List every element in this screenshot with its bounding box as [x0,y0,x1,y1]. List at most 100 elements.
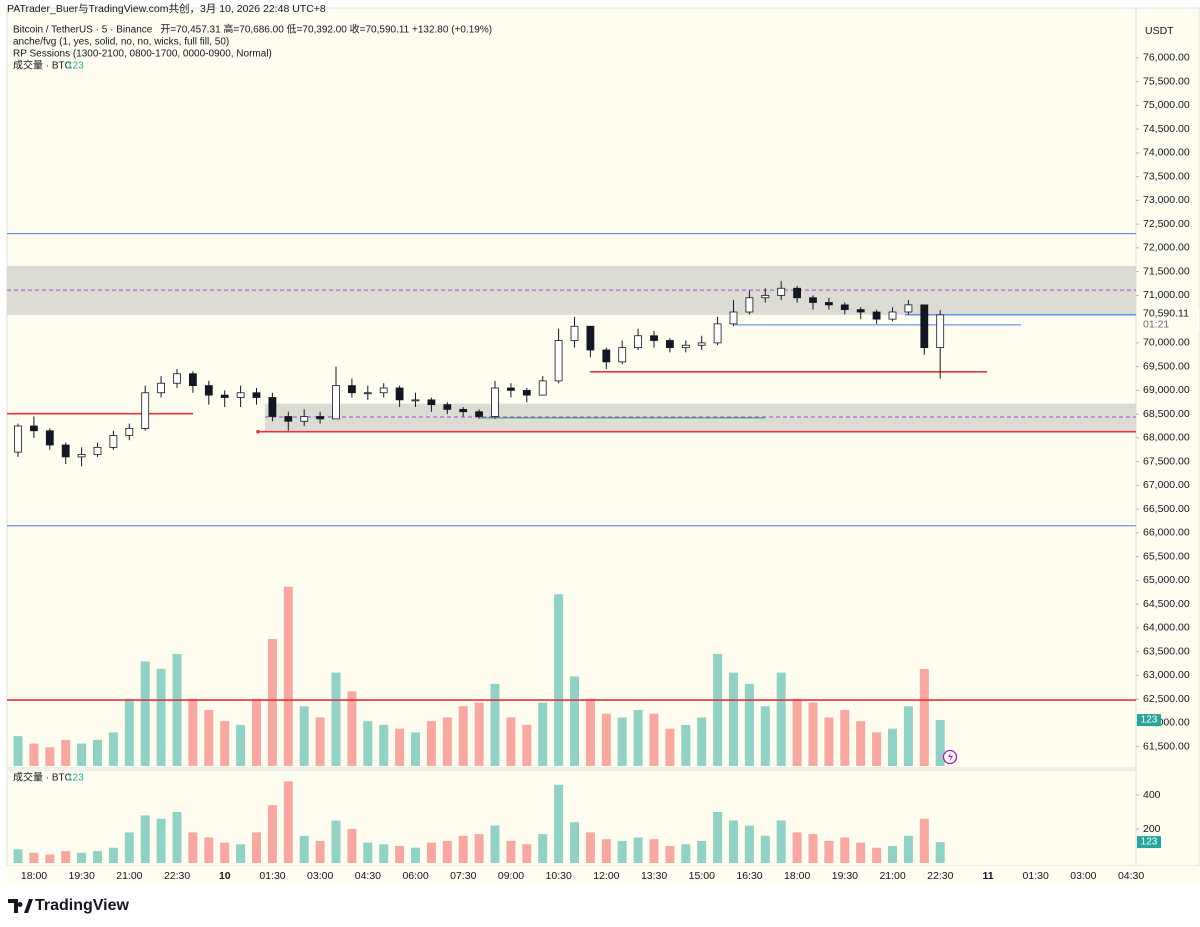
volume-overlay-bar [299,706,309,766]
last-price-label: 70,590.11 [1143,308,1189,320]
y-tick-label: 64,000.00 [1143,622,1190,634]
volume-bar [808,834,818,863]
volume-bar [792,832,802,863]
volume-overlay-bar [601,713,611,766]
volume-bar [713,812,723,863]
volume-bar [458,835,468,863]
candle-body [777,287,786,296]
candle-body [570,325,579,341]
candle-body [586,325,595,351]
candle-body [316,416,325,420]
candle-body [61,444,70,458]
x-tick-label: 09:00 [498,870,524,882]
x-tick-label: 18:00 [784,870,810,882]
y-tick-label: 72,500.00 [1143,218,1190,230]
volume-overlay-bar [108,732,118,766]
volume-legend: 成交量 · BTC [13,59,72,72]
volume-overlay-bar [236,724,246,766]
volume-bar [61,851,71,863]
volume-bar [840,837,850,863]
x-tick-label: 13:30 [641,870,667,882]
volume-bar [474,834,484,863]
x-tick-label: 10:30 [546,870,572,882]
candle-body [459,408,468,413]
candle-body [697,342,706,346]
candle-body [236,392,245,398]
x-tick-label: 21:00 [879,870,905,882]
x-tick-label: 04:30 [355,870,381,882]
y-tick-label: 74,000.00 [1143,147,1190,159]
candle-body [856,309,865,313]
volume-overlay-bar [617,717,627,766]
candle-body [522,389,531,396]
candle-body [538,380,547,396]
volume-bar [872,847,882,863]
logo-text: TradingView [35,897,130,914]
volume-bar [299,835,309,863]
candle-body [93,446,102,455]
candle-body [650,335,658,341]
volume-overlay-bar [267,639,277,766]
y-tick-label: 66,500.00 [1143,503,1190,515]
volume-bar [236,844,246,863]
volume-overlay-bar [554,594,564,766]
volume-overlay-bar [903,706,913,766]
volume-bar [856,842,866,863]
y-tick-label: 76,000.00 [1143,52,1190,64]
y-tick-label: 63,000.00 [1143,669,1190,681]
x-tick-label: 07:30 [450,870,476,882]
volume-bar [649,839,659,863]
volume-overlay-bar [872,732,882,766]
volume-bar [490,825,500,863]
volume-overlay-bar [283,586,293,766]
x-tick-label: 22:30 [164,870,190,882]
candle-body [840,304,849,311]
volume-badge [1137,714,1161,727]
y-tick-label: 72,000.00 [1143,242,1190,254]
volume-bar [601,839,611,863]
banner: PATrader_Buer与TradingView.com共创，3月 10, 2… [7,2,326,15]
y-tick-label: 63,500.00 [1143,645,1190,657]
volume-overlay-bar [681,724,691,766]
volume-overlay-bar [442,717,452,766]
x-tick-label: 21:00 [116,870,142,882]
volume-bar [744,825,754,863]
y-tick-label: 65,000.00 [1143,574,1190,586]
y-tick-label: 69,000.00 [1143,384,1190,396]
volume-overlay-bar [77,743,87,766]
y-tick-label: 67,500.00 [1143,455,1190,467]
x-tick-label: 18:00 [21,870,47,882]
candle-body [729,311,738,325]
x-tick-label: 15:00 [689,870,715,882]
volume-bar [570,822,579,863]
x-tick-label: 01:30 [259,870,285,882]
volume-bar [204,837,214,863]
level-anchor [256,429,260,434]
volume-bar [633,837,643,863]
volume-overlay-bar [760,706,770,766]
volume-overlay-bar [331,672,341,766]
y-tick-label: 62,500.00 [1143,693,1190,705]
volume-overlay-bar [252,698,261,766]
candle-body [332,385,340,420]
volume-overlay-bar [61,739,71,766]
volume-overlay-bar [744,683,754,766]
volume-overlay-bar [474,702,484,766]
volume-overlay-bar [713,653,723,766]
candle-body [427,399,436,406]
volume-badge [1137,836,1161,849]
candle-body [634,335,642,349]
y-tick-label: 75,500.00 [1143,75,1190,87]
currency: USDT [1145,25,1174,37]
volume-bar [760,835,770,863]
y-tick-label: 66,000.00 [1143,527,1190,539]
y-tick-label: 67,000.00 [1143,479,1190,491]
countdown: 01:21 [1143,319,1169,331]
volume-legend-value: 123 [67,61,84,72]
x-tick-label: 19:30 [69,870,95,882]
y-tick-label: 71,500.00 [1143,265,1190,277]
candle-body [602,349,611,363]
volume-bar [283,781,293,863]
